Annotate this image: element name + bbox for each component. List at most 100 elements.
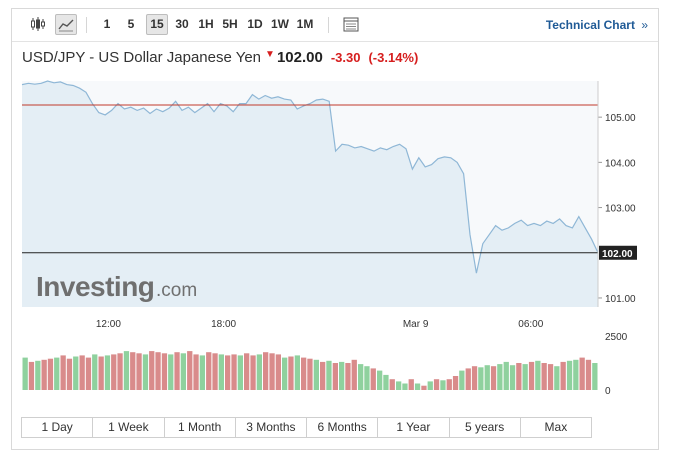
- volume-bar: [541, 363, 547, 390]
- period-1d-button[interactable]: 1D: [247, 17, 263, 31]
- volume-bar: [351, 359, 357, 390]
- y-tick-label: 103.00: [605, 204, 636, 215]
- volume-bar: [414, 383, 421, 390]
- y-tick-label: 104.00: [605, 158, 636, 169]
- investing-logo: Investing: [36, 271, 154, 302]
- x-tick-label: 12:00: [96, 319, 121, 330]
- volume-bar: [592, 363, 598, 390]
- volume-bar: [522, 364, 528, 390]
- x-tick-label: 18:00: [211, 319, 236, 330]
- volume-bar: [301, 357, 307, 390]
- volume-bar: [320, 361, 326, 390]
- volume-bar: [332, 363, 338, 390]
- volume-bar: [377, 370, 383, 390]
- volume-bar: [326, 360, 332, 390]
- price-chart[interactable]: 105.00 104.00 103.00 101.00 102.00 12:00 18:00…: [12, 9, 658, 409]
- time-range-selector: 1 Day 1 Week 1 Month 3 Months 6 Months 1…: [21, 417, 592, 438]
- volume-bar: [28, 361, 35, 390]
- range-max[interactable]: Max: [544, 420, 568, 434]
- volume-bar: [98, 356, 104, 390]
- volume-bar: [35, 360, 41, 390]
- volume-bar: [452, 376, 459, 390]
- price-change-percent: (-3.14%): [368, 50, 419, 65]
- volume-bar: [104, 355, 111, 390]
- volume-bar: [54, 357, 60, 390]
- volume-bar: [237, 355, 243, 390]
- volume-bar: [225, 355, 231, 390]
- volume-bar: [433, 379, 440, 390]
- volume-bar: [408, 379, 414, 390]
- instrument-title: USD/JPY - US Dollar Japanese Yen: [22, 49, 262, 66]
- volume-bar: [585, 359, 592, 390]
- candlestick-icon[interactable]: [27, 14, 49, 35]
- volume-bar: [358, 364, 364, 390]
- period-1h-button[interactable]: 1H: [198, 17, 214, 31]
- volume-bar: [256, 354, 262, 390]
- volume-bar: [231, 354, 237, 390]
- range-1-week[interactable]: 1 Week: [93, 418, 165, 437]
- chart-toolbar: 1 5 15 30 1H 5H 1D 1W 1M Technical Chart…: [12, 9, 658, 42]
- period-1w-button[interactable]: 1W: [271, 17, 289, 31]
- last-price-box: [599, 245, 637, 260]
- volume-bar: [199, 355, 205, 390]
- y-tick-label: 101.00: [605, 294, 636, 305]
- range-1-month[interactable]: 1 Month: [165, 418, 236, 437]
- range-1-year[interactable]: 1 Year: [378, 418, 450, 437]
- range-6-months[interactable]: 6 Months: [307, 418, 379, 437]
- volume-bar: [528, 361, 535, 390]
- period-15-button[interactable]: 15: [146, 14, 168, 35]
- volume-bar: [193, 354, 199, 390]
- y-tick-label: 105.00: [605, 113, 636, 124]
- volume-bar: [142, 354, 149, 390]
- double-chevron-right-icon: »: [641, 18, 648, 32]
- volume-bar: [383, 374, 389, 390]
- volume-bar: [117, 353, 123, 390]
- volume-bar: [161, 353, 168, 390]
- volume-bar: [79, 355, 85, 390]
- volume-bar: [92, 354, 98, 390]
- volume-bar: [465, 368, 471, 390]
- volume-bar: [218, 354, 224, 390]
- volume-bar: [484, 365, 490, 390]
- range-3-months[interactable]: 3 Months: [236, 418, 307, 437]
- last-price-label: 102.00: [602, 249, 633, 260]
- volume-bar: [339, 361, 345, 390]
- range-1-day[interactable]: 1 Day: [22, 418, 94, 437]
- chart-widget: 1 5 15 30 1H 5H 1D 1W 1M Technical Chart…: [11, 8, 659, 450]
- volume-bar: [155, 352, 161, 390]
- period-30-button[interactable]: 30: [175, 17, 189, 31]
- volume-bar: [396, 381, 402, 390]
- volume-bar: [168, 354, 174, 390]
- volume-bar: [516, 363, 522, 390]
- volume-bar: [313, 359, 319, 390]
- volume-bar: [497, 364, 503, 390]
- table-icon[interactable]: [340, 14, 362, 35]
- volume-bar: [554, 366, 560, 390]
- x-tick-label: 06:00: [518, 319, 543, 330]
- volume-bar: [149, 351, 155, 390]
- volume-bar: [85, 357, 92, 390]
- period-1-button[interactable]: 1: [103, 17, 111, 31]
- volume-bar: [509, 365, 516, 390]
- volume-bar: [282, 357, 288, 390]
- last-price: 102.00: [276, 49, 323, 66]
- volume-bar: [212, 353, 218, 390]
- volume-bar: [275, 354, 281, 390]
- price-area-fill: [22, 81, 598, 307]
- volume-y-tick-label: 0: [605, 386, 611, 397]
- period-5-button[interactable]: 5: [127, 17, 135, 31]
- volume-bar: [263, 352, 269, 390]
- technical-chart-link[interactable]: Technical Chart »: [546, 18, 648, 32]
- volume-bar: [478, 367, 484, 390]
- period-5h-button[interactable]: 5H: [222, 17, 238, 31]
- period-1m-button[interactable]: 1M: [296, 17, 314, 31]
- volume-bar: [60, 355, 66, 390]
- volume-bar: [187, 351, 193, 390]
- volume-bar: [471, 366, 478, 390]
- volume-bar: [573, 359, 579, 390]
- volume-bar: [47, 358, 54, 390]
- volume-bar: [73, 356, 79, 390]
- range-5-years[interactable]: 5 years: [450, 418, 521, 437]
- volume-bar: [421, 385, 427, 390]
- area-chart-icon[interactable]: [55, 14, 77, 35]
